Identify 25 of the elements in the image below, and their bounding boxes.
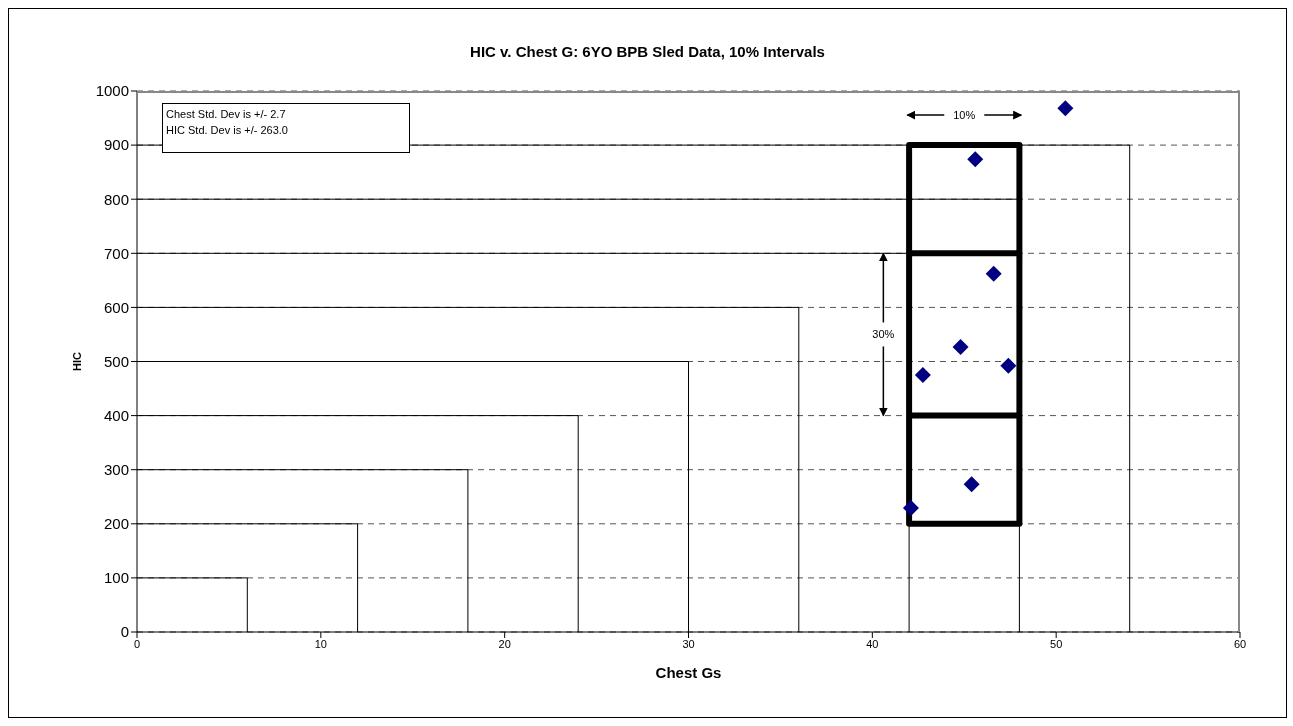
x-tick-label: 60 xyxy=(1233,637,1247,650)
y-tick-label: 1000 xyxy=(95,82,129,100)
y-tick-label: 400 xyxy=(103,406,129,424)
x-tick-label: 40 xyxy=(866,637,879,650)
y-axis-title: HIC xyxy=(70,351,83,371)
y-tick-label: 500 xyxy=(103,352,129,370)
y-tick-label: 700 xyxy=(103,244,129,262)
y-tick-label: 100 xyxy=(103,569,129,587)
y-tick-label: 200 xyxy=(103,515,129,533)
x-tick-label: 30 xyxy=(682,637,695,650)
annotation: Chest Std. Dev is +/- 2.7 xyxy=(166,107,287,122)
y-tick-label: 900 xyxy=(103,136,129,154)
y-tick-label: 600 xyxy=(103,298,129,316)
x-tick-label: 0 xyxy=(133,637,141,650)
x-tick-label: 50 xyxy=(1050,637,1063,650)
x-axis-title: Chest Gs xyxy=(655,664,722,681)
x-tick-label: 20 xyxy=(498,637,511,650)
note-box: Chest Std. Dev is +/- 2.7 HIC Std. Dev is +/- 263.0 xyxy=(162,103,410,153)
y-tick-label: 800 xyxy=(103,190,129,208)
chart-title: HIC v. Chest G: 6YO BPB Sled Data, 10% Intervals xyxy=(469,43,826,60)
x-tick-label: 10 xyxy=(314,637,327,650)
annotation: HIC Std. Dev is +/- 263.0 xyxy=(166,123,289,138)
annotation: 30% xyxy=(872,328,895,341)
annotation: 10% xyxy=(953,109,976,122)
y-tick-label: 300 xyxy=(103,461,129,479)
